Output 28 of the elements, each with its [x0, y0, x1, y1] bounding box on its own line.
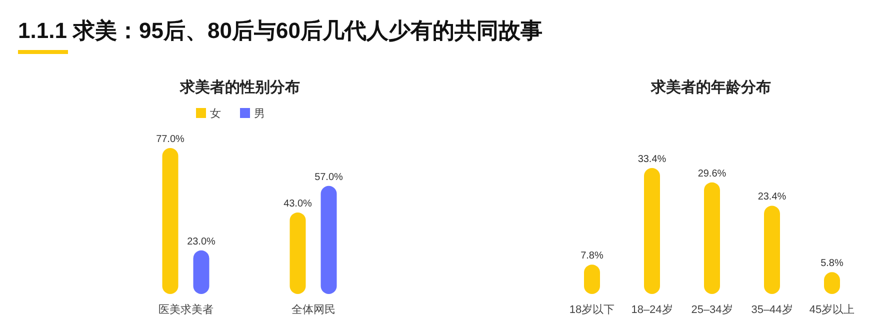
- x-tick-label: 全体网民: [291, 304, 336, 316]
- data-label: 77.0%: [156, 134, 185, 145]
- chart-title: 求美者的性别分布: [179, 78, 300, 96]
- data-label: 29.6%: [698, 168, 726, 180]
- x-tick-label: 25–34岁: [691, 304, 733, 316]
- data-label: 57.0%: [314, 172, 344, 183]
- data-label: 5.8%: [820, 258, 844, 270]
- bar: [704, 182, 720, 294]
- x-tick-label: 18–24岁: [631, 304, 673, 316]
- legend-label: 女: [210, 108, 221, 120]
- bar: [320, 186, 337, 294]
- chart-title: 求美者的年龄分布: [650, 78, 771, 96]
- x-tick-label: 35–44岁: [751, 304, 793, 316]
- data-label: 33.4%: [638, 154, 666, 165]
- data-label: 23.0%: [187, 236, 216, 248]
- legend-label: 男: [254, 108, 265, 120]
- x-tick-label: 45岁以上: [809, 303, 855, 316]
- bar: [193, 250, 210, 294]
- bar: [162, 148, 178, 294]
- data-label: 7.8%: [580, 250, 604, 262]
- x-tick-label: 医美求美者: [158, 303, 214, 316]
- bar: [290, 212, 306, 294]
- data-label: 23.4%: [758, 192, 786, 203]
- x-tick-label: 18岁以下: [569, 303, 615, 316]
- data-label: 43.0%: [284, 198, 312, 210]
- bar: [644, 168, 660, 294]
- text: 1.1.1 求美：95后、80后与60后几代人少有的共同故事: [18, 18, 542, 43]
- bar: [764, 206, 780, 294]
